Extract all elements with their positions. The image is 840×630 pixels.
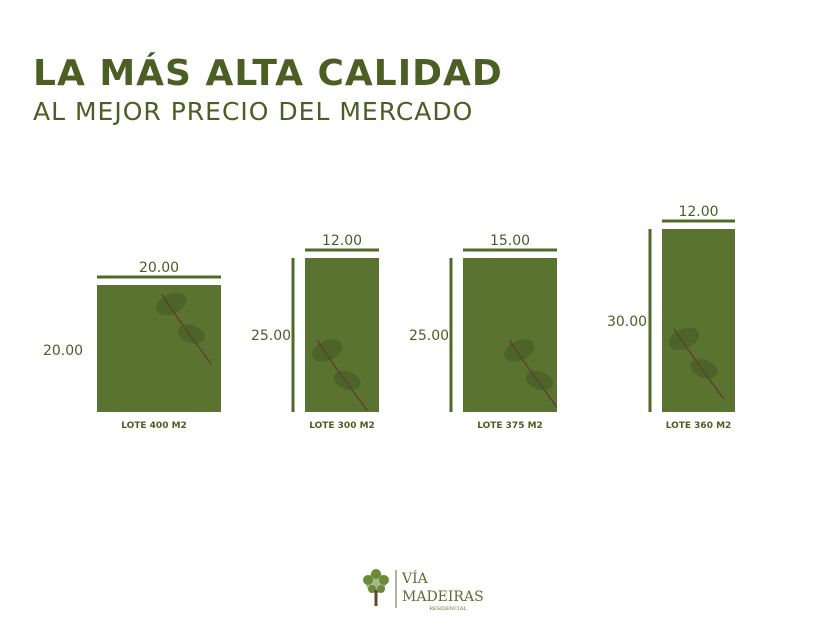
leaf-decoration (156, 292, 213, 365)
leaf-decoration (668, 327, 725, 400)
subtitle: AL MEJOR PRECIO DEL MERCADO (33, 97, 473, 126)
width-label: 15.00 (490, 233, 530, 249)
depth-label: 30.00 (607, 314, 647, 330)
depth-label: 25.00 (409, 328, 449, 344)
leaf (525, 370, 553, 391)
width-label: 12.00 (322, 233, 362, 249)
lot-label: LOTE 300 M2 (309, 421, 375, 431)
logo-line3: RESIDENCIAL (429, 606, 467, 612)
lot: 15.00 25.00 LOTE 375 M2 (409, 233, 557, 431)
leaf (333, 370, 361, 391)
leaf (177, 324, 205, 344)
lot-label: LOTE 375 M2 (477, 421, 543, 431)
lot-shape (305, 258, 379, 412)
depth-label: 20.00 (43, 343, 83, 359)
logo-line2: MADEIRAS (402, 589, 484, 605)
lots: 20.00 20.00 LOTE 400 M2 12.00 25.00 LOTE 300 … (43, 204, 735, 431)
lot-shape (662, 229, 735, 412)
lot: 20.00 20.00 LOTE 400 M2 (43, 260, 221, 431)
leaf-decoration (504, 339, 557, 409)
logo-icon (363, 569, 389, 606)
title: LA MÁS ALTA CALIDAD (33, 52, 503, 94)
lot-label: LOTE 400 M2 (121, 421, 187, 431)
stem (160, 293, 213, 365)
lot: 12.00 30.00 LOTE 360 M2 (607, 204, 735, 431)
width-label: 12.00 (678, 204, 718, 220)
depth-label: 25.00 (251, 328, 291, 344)
stem (508, 339, 557, 409)
width-label: 20.00 (139, 260, 179, 276)
logo-line1: VÍA (401, 569, 429, 587)
logo: VÍA MADEIRAS RESIDENCIAL (363, 569, 484, 612)
leaf (690, 359, 718, 379)
stem (673, 328, 725, 400)
lot-label: LOTE 360 M2 (666, 421, 732, 431)
leaf-decoration (312, 339, 368, 411)
stem (316, 339, 368, 411)
lot: 12.00 25.00 LOTE 300 M2 (251, 233, 379, 431)
